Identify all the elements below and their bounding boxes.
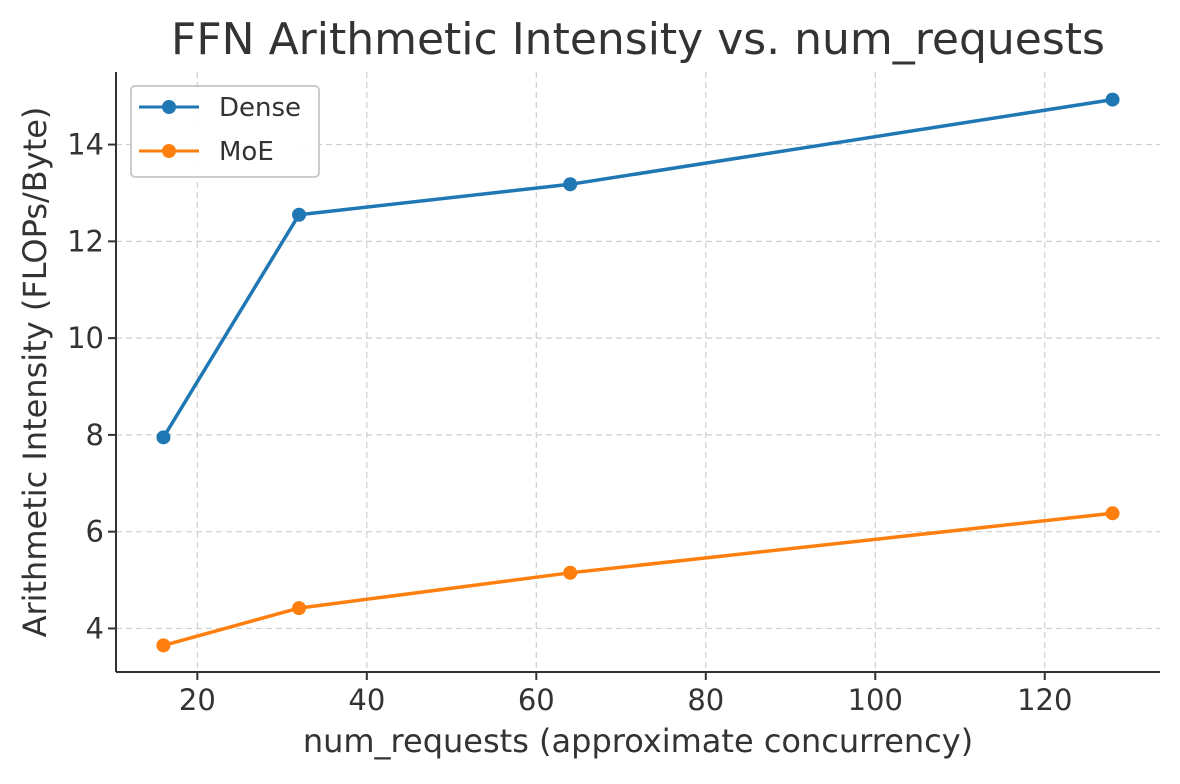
axes bbox=[115, 72, 1160, 673]
x-tick-label: 80 bbox=[687, 683, 724, 717]
legend-moe-marker bbox=[162, 144, 176, 158]
grid-lines bbox=[116, 72, 1160, 672]
series-dense-point bbox=[156, 430, 171, 445]
chart-title: FFN Arithmetic Intensity vs. num_request… bbox=[171, 14, 1105, 65]
y-axis-label: Arithmetic Intensity (FLOPs/Byte) bbox=[16, 107, 54, 638]
x-axis-label: num_requests (approximate concurrency) bbox=[303, 722, 973, 760]
series-moe-point bbox=[292, 601, 307, 616]
y-tick-label: 8 bbox=[86, 418, 104, 452]
x-axis-ticks: 20 40 60 80 100 120 bbox=[179, 672, 1072, 717]
series-moe-line bbox=[163, 511, 1113, 648]
y-axis-ticks: 4 6 8 10 12 14 bbox=[67, 128, 116, 645]
y-tick-label: 14 bbox=[67, 128, 104, 162]
legend-moe-label: MoE bbox=[219, 137, 274, 167]
series-dense-point bbox=[563, 177, 578, 192]
legend: Dense MoE bbox=[130, 85, 320, 178]
x-tick-label: 100 bbox=[848, 683, 903, 717]
series-moe-point bbox=[563, 565, 578, 580]
series-dense-point bbox=[1105, 92, 1120, 107]
series-dense-point bbox=[292, 207, 307, 222]
x-tick-label: 40 bbox=[348, 683, 385, 717]
legend-dense-marker bbox=[162, 100, 176, 114]
series-dense-line bbox=[162, 97, 1113, 439]
legend-dense-label: Dense bbox=[219, 93, 301, 123]
series-moe bbox=[156, 506, 1120, 653]
series-dense bbox=[156, 92, 1120, 445]
legend-frame bbox=[130, 85, 320, 178]
y-tick-label: 12 bbox=[67, 224, 104, 258]
y-tick-label: 10 bbox=[67, 321, 104, 355]
x-tick-label: 60 bbox=[518, 683, 555, 717]
x-tick-label: 20 bbox=[179, 683, 216, 717]
y-tick-label: 6 bbox=[86, 515, 104, 549]
y-tick-label: 4 bbox=[86, 611, 104, 645]
data-series bbox=[156, 92, 1120, 653]
series-moe-point bbox=[1105, 506, 1120, 521]
series-moe-point bbox=[156, 638, 171, 653]
x-tick-label: 120 bbox=[1017, 683, 1072, 717]
